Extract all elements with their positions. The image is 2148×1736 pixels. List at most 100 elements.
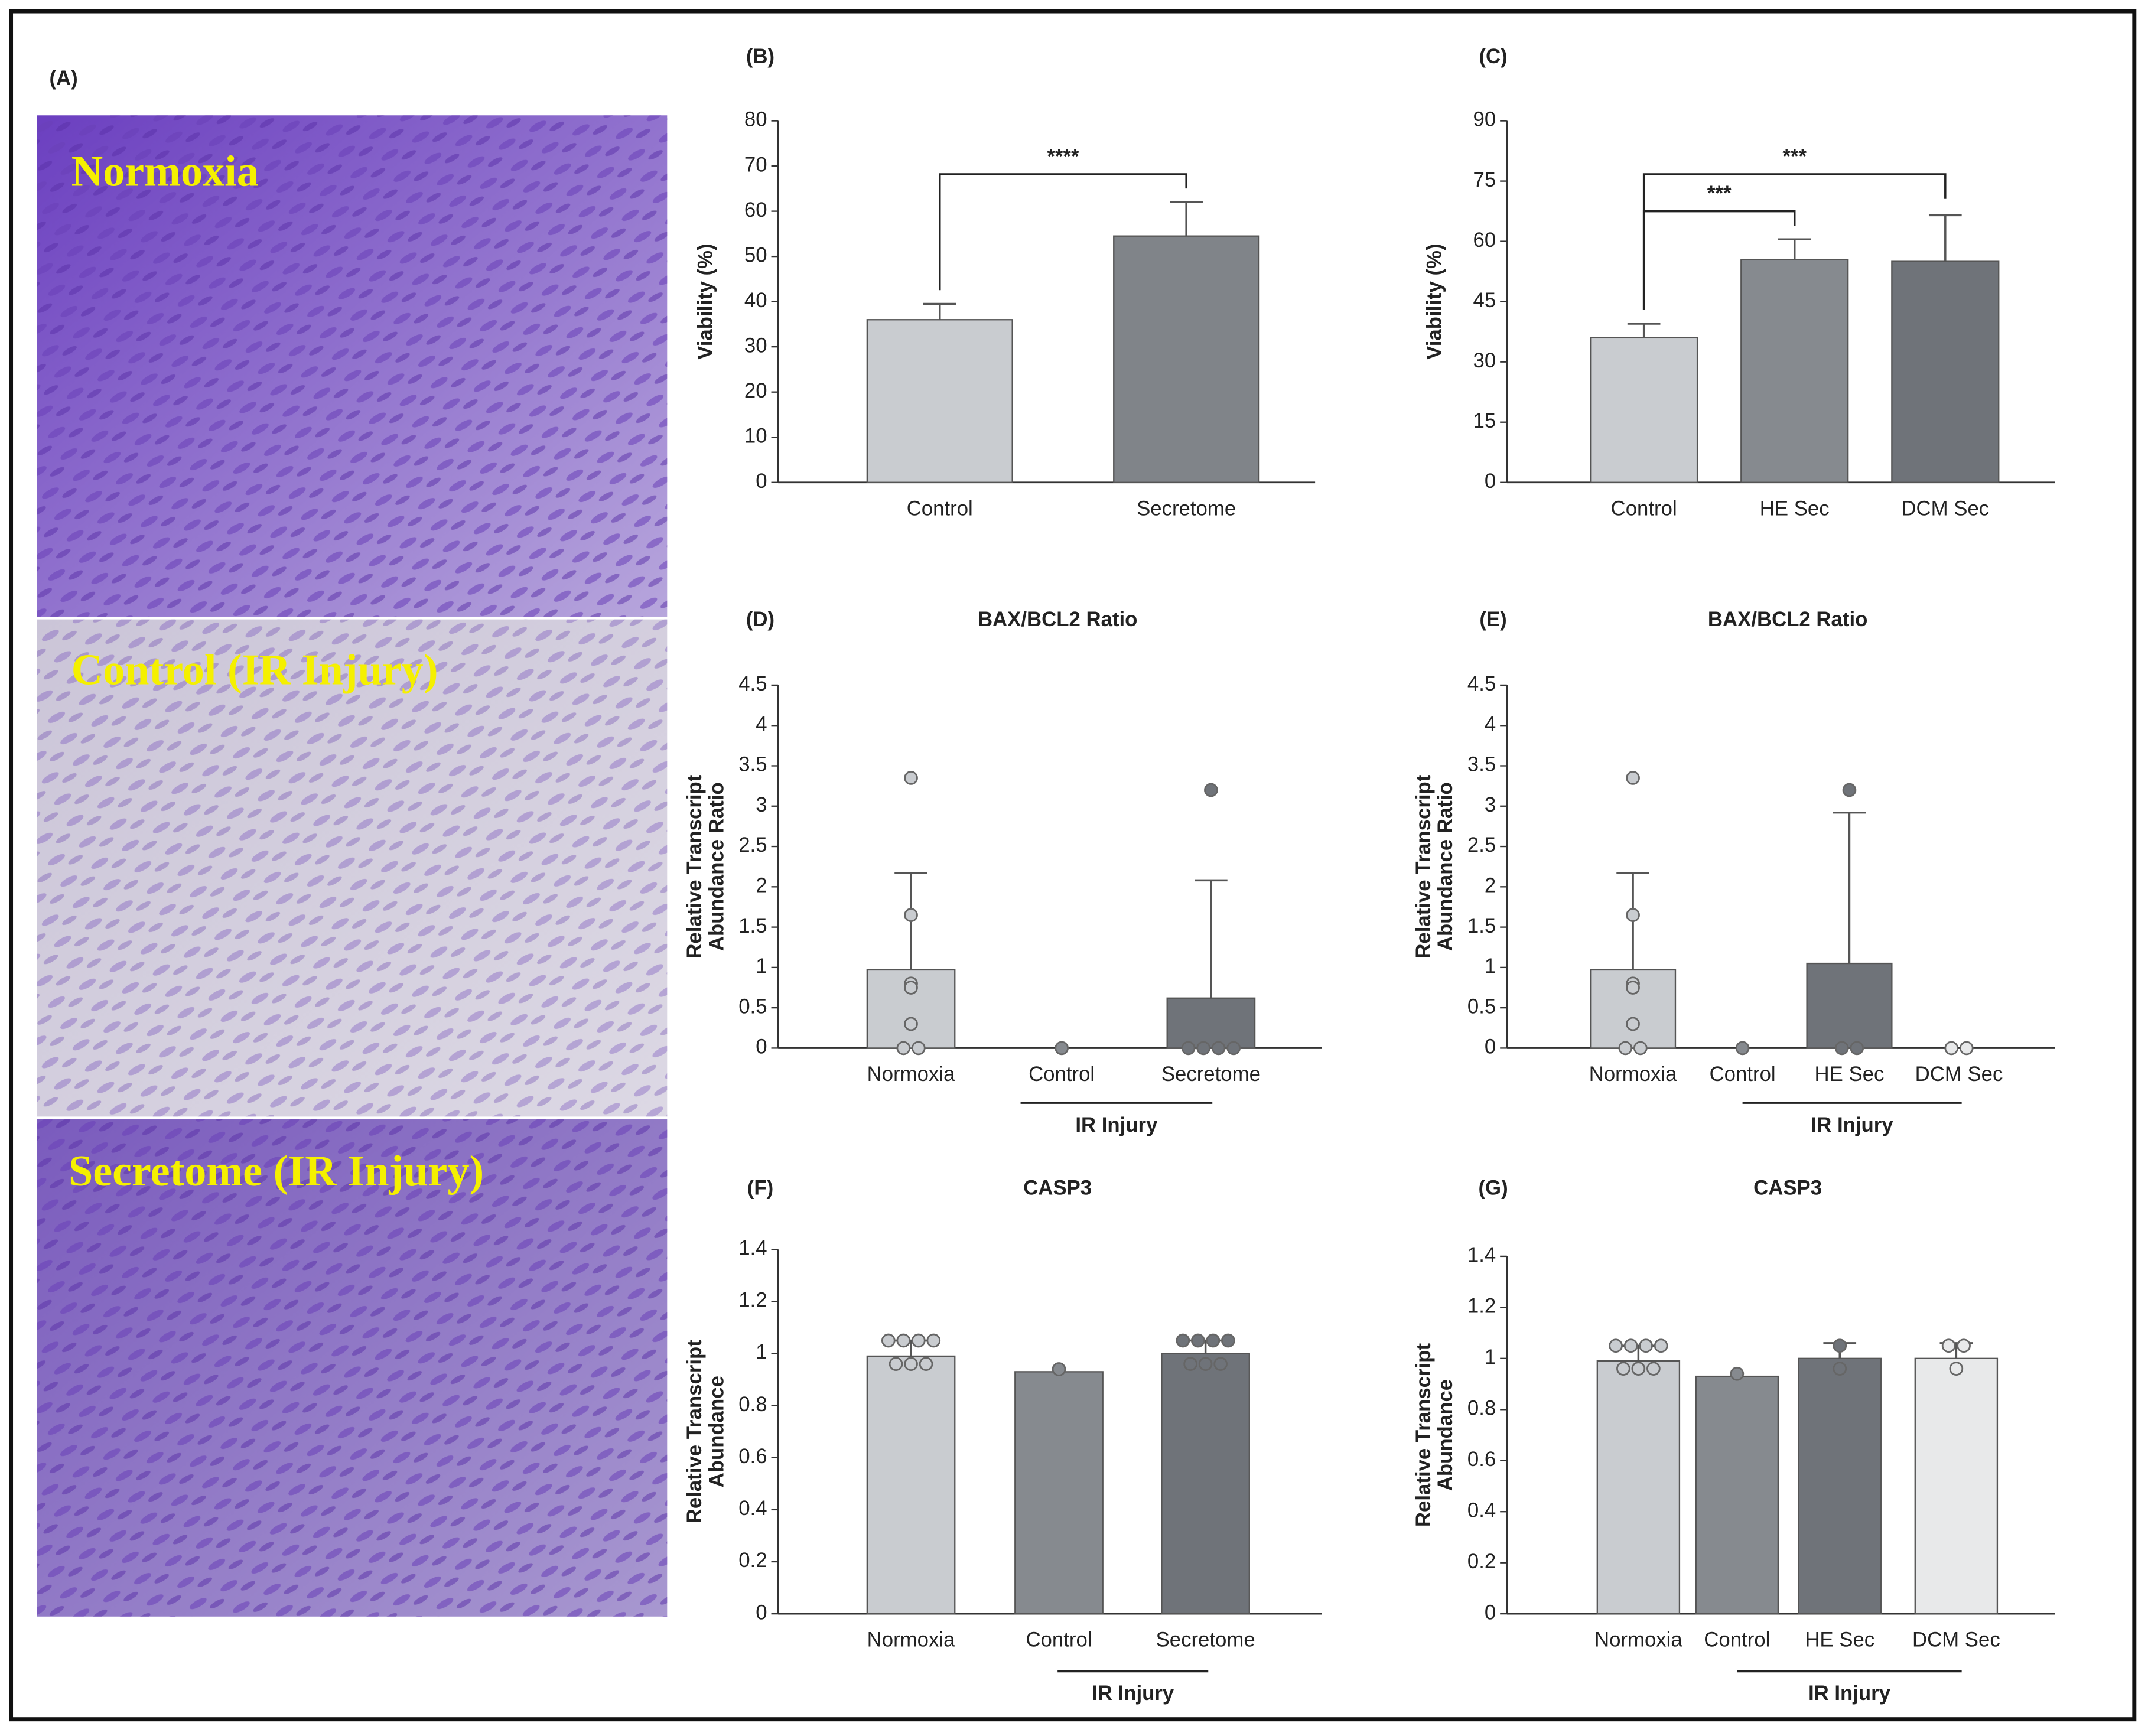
data-point — [1654, 1338, 1668, 1353]
data-point — [1633, 1041, 1648, 1056]
y-tick-label: 2 — [756, 875, 767, 897]
group-label: IR Injury — [1092, 1682, 1174, 1705]
panel-label: (F) — [747, 1177, 773, 1199]
y-tick-label: 0 — [1485, 1601, 1496, 1624]
x-tick-label: Secretome — [1161, 1063, 1261, 1086]
y-tick-label: 0 — [1485, 1036, 1496, 1058]
significance-label: *** — [1782, 145, 1807, 168]
y-axis-label: Abundance — [1434, 1379, 1457, 1491]
data-point — [1850, 1041, 1864, 1056]
data-point — [1213, 1357, 1228, 1371]
significance-label: *** — [1707, 183, 1732, 205]
data-point — [1616, 1362, 1630, 1376]
y-tick-label: 50 — [744, 244, 767, 266]
bar — [866, 1355, 956, 1615]
data-point — [919, 1357, 933, 1371]
y-tick-label: 4 — [1485, 713, 1496, 735]
image-caption: Secretome (IR Injury) — [69, 1147, 484, 1196]
data-point — [896, 1333, 911, 1348]
bar — [1914, 1357, 1999, 1615]
error-bar — [1627, 323, 1661, 338]
x-tick-label: Control — [1029, 1063, 1095, 1086]
y-tick-label: 0.5 — [1467, 995, 1496, 1018]
chart-title: CASP3 — [1753, 1177, 1822, 1199]
y-tick-label: 0.2 — [738, 1549, 767, 1572]
data-point — [889, 1357, 903, 1371]
y-tick-label: 30 — [744, 334, 767, 357]
y-tick-label: 60 — [1473, 229, 1496, 252]
data-point — [1646, 1362, 1661, 1376]
data-point — [1176, 1333, 1190, 1348]
x-tick-label: Normoxia — [1589, 1063, 1677, 1086]
image-caption: Control (IR Injury) — [71, 646, 438, 694]
x-tick-label: Control — [1704, 1629, 1770, 1652]
y-axis-label: Abundance — [705, 1376, 728, 1487]
data-point — [904, 1017, 918, 1031]
y-tick-label: 1 — [756, 955, 767, 978]
y-tick-label: 3 — [1485, 794, 1496, 816]
data-point — [1226, 1041, 1241, 1056]
data-point — [1834, 1041, 1849, 1056]
x-tick-label: Control — [1710, 1063, 1776, 1086]
data-point — [1639, 1338, 1653, 1353]
data-point — [1196, 1041, 1210, 1056]
micrograph-texture — [37, 1119, 668, 1617]
bar — [1695, 1375, 1779, 1615]
y-tick-label: 0.2 — [1467, 1551, 1496, 1573]
y-axis-label: Abundance Ratio — [1434, 782, 1457, 951]
data-point — [926, 1333, 941, 1348]
x-tick-label: HE Sec — [1805, 1629, 1874, 1652]
error-bar — [1833, 811, 1866, 964]
panel-label: (G) — [1478, 1177, 1508, 1199]
x-tick-label: HE Sec — [1760, 497, 1830, 520]
significance-label: **** — [1047, 145, 1079, 168]
y-tick-label: 1 — [1485, 1346, 1496, 1369]
data-point — [1052, 1362, 1066, 1376]
y-tick-label: 1.2 — [738, 1289, 767, 1312]
error-bar — [1928, 214, 1962, 262]
y-tick-label: 90 — [1473, 109, 1496, 131]
micrograph-texture — [37, 115, 668, 617]
y-tick-label: 1.5 — [738, 915, 767, 937]
y-tick-label: 1.5 — [1467, 915, 1496, 937]
data-point — [904, 1357, 918, 1371]
y-axis-label: Relative Transcript — [684, 1340, 706, 1524]
image-caption: Normoxia — [71, 147, 259, 196]
y-tick-label: 0.6 — [1467, 1448, 1496, 1471]
bar — [1161, 1353, 1250, 1615]
y-tick-label: 30 — [1473, 350, 1496, 372]
y-tick-label: 60 — [744, 199, 767, 222]
bar — [866, 319, 1013, 483]
data-point — [1623, 1338, 1638, 1353]
data-point — [1735, 1041, 1750, 1056]
x-tick-label: Secretome — [1137, 497, 1236, 520]
data-point — [904, 981, 918, 995]
micrograph-texture — [37, 619, 668, 1117]
data-point — [911, 1041, 926, 1056]
data-point — [1221, 1333, 1235, 1348]
data-point — [1842, 783, 1857, 797]
data-point — [1055, 1041, 1069, 1056]
x-tick-label: Normoxia — [867, 1063, 955, 1086]
y-tick-label: 15 — [1473, 410, 1496, 432]
y-tick-label: 20 — [744, 380, 767, 402]
data-point — [1618, 1041, 1633, 1056]
panel-label: (E) — [1479, 608, 1506, 631]
x-tick-label: Secretome — [1156, 1629, 1255, 1652]
data-point — [1626, 1017, 1640, 1031]
x-tick-label: DCM Sec — [1901, 497, 1989, 520]
bar — [1798, 1357, 1882, 1615]
y-tick-label: 75 — [1473, 169, 1496, 191]
y-tick-label: 2.5 — [738, 834, 767, 856]
x-tick-label: Control — [1026, 1629, 1092, 1652]
y-tick-label: 1.4 — [738, 1237, 767, 1259]
data-point — [1959, 1041, 1974, 1056]
y-tick-label: 10 — [744, 425, 767, 447]
y-tick-label: 0.6 — [738, 1445, 767, 1468]
y-tick-label: 0 — [756, 470, 767, 493]
data-point — [1730, 1366, 1745, 1381]
error-bar — [923, 302, 956, 320]
group-label: IR Injury — [1808, 1682, 1891, 1705]
data-point — [904, 771, 918, 785]
chart-title: BAX/BCL2 Ratio — [1708, 608, 1867, 631]
